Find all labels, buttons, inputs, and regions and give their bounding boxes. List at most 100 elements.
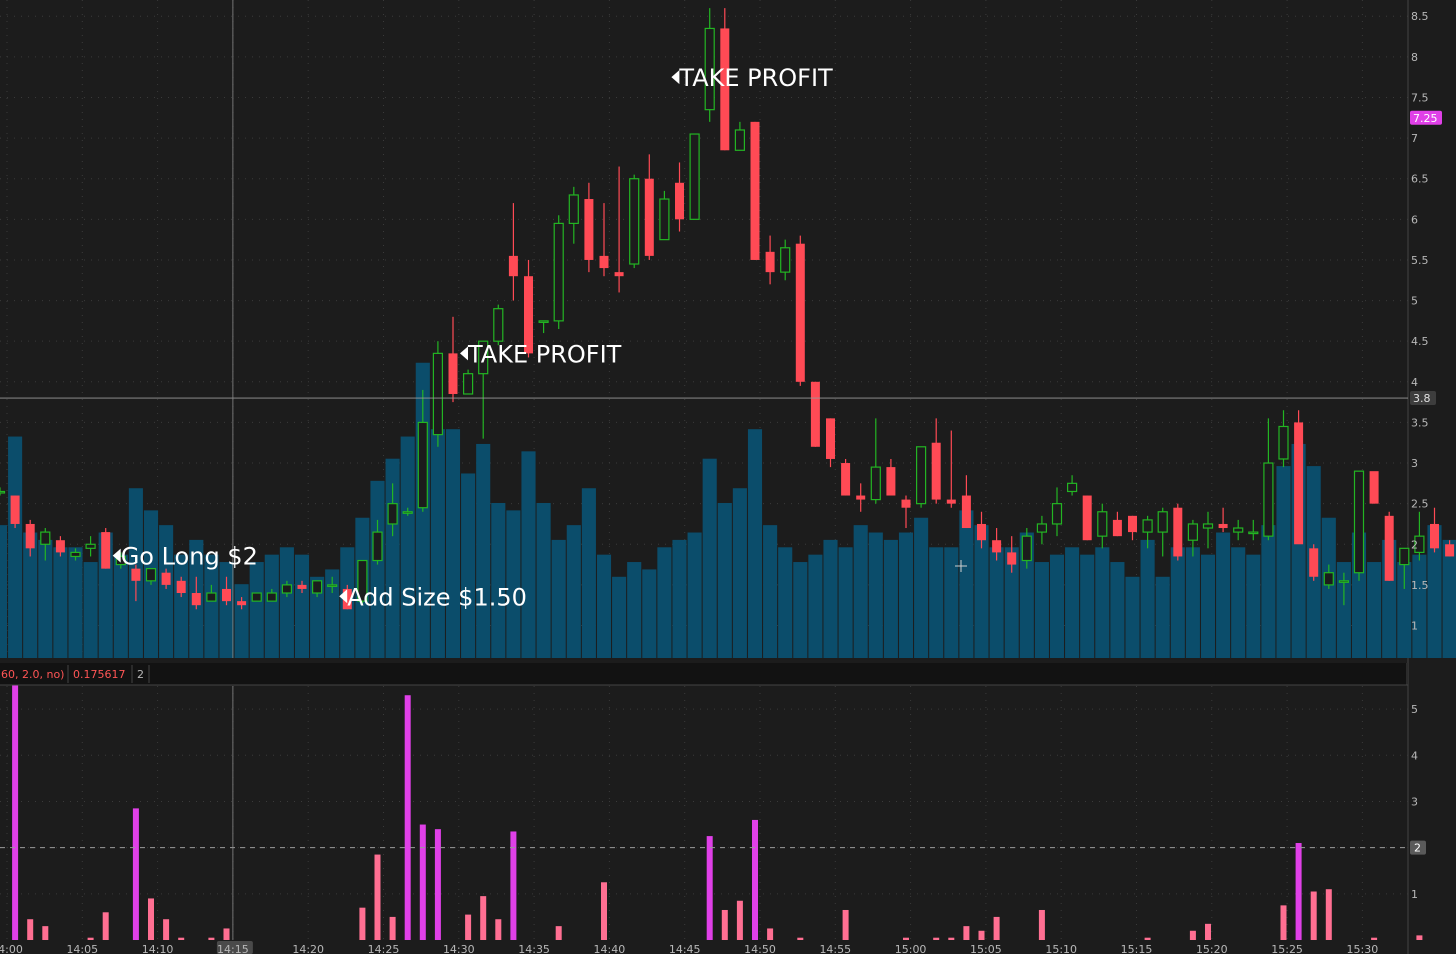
candle-body-down <box>750 121 760 260</box>
candle-body-down <box>342 588 352 610</box>
candle-body-down <box>1445 544 1455 557</box>
candle-body-up <box>538 320 549 323</box>
annotation-label: Go Long $2 <box>121 543 258 571</box>
candle-body-down <box>1128 515 1137 533</box>
candle-body-down <box>644 178 654 256</box>
study-param: 2 <box>137 668 144 681</box>
volume-bar <box>1216 532 1231 658</box>
candle-body-up <box>1233 527 1244 533</box>
price-axis[interactable]: 1 1.5 2 2.5 3 3.5 4 4.5 5 5.5 6 6.5 7 7.5 8 8.5 3.8 7.25 <box>1410 10 1442 633</box>
indicator-bar <box>1416 935 1423 940</box>
indicator-bar <box>1038 909 1045 940</box>
candle-body-up <box>1323 572 1334 586</box>
indicator-bars <box>0 683 1423 940</box>
candle-body-up <box>85 543 96 549</box>
candle-body-up <box>206 592 217 602</box>
candle-body-up <box>115 555 126 566</box>
candle-body-down <box>1384 515 1394 581</box>
volume-bar <box>325 569 340 658</box>
indicator-bar <box>903 937 909 940</box>
price-tick-label: 2 <box>1411 538 1418 551</box>
candle-body-up <box>1097 511 1108 537</box>
study-label: 60, 2.0, no) <box>1 668 64 681</box>
indicator-bar <box>148 898 154 940</box>
price-tick-label: 7.5 <box>1411 91 1429 104</box>
indicator-bar <box>1189 930 1196 940</box>
volume-bar <box>1442 539 1456 658</box>
candle-body-up <box>1278 425 1289 460</box>
time-tick-label: 14:05 <box>66 943 98 954</box>
time-tick-label: 14:35 <box>518 943 550 954</box>
volume-bar <box>159 525 174 658</box>
volume-bar <box>1049 554 1065 658</box>
candle-body-up <box>1021 535 1032 562</box>
volume-bar <box>1034 562 1049 658</box>
volume-bar <box>793 562 808 658</box>
volume-bar <box>310 576 325 658</box>
volume-bar <box>521 451 536 658</box>
candle-body-up <box>463 373 474 395</box>
volume-bar <box>672 539 687 658</box>
indicator-bar <box>1205 923 1211 940</box>
candle-body-up <box>0 490 6 494</box>
time-tick-label: 15:05 <box>970 943 1002 954</box>
volume-bar <box>883 539 898 658</box>
indicator-bar <box>178 937 185 940</box>
volume-bar <box>23 532 38 658</box>
volume-bar <box>400 436 415 658</box>
crosshair <box>0 0 1408 940</box>
time-tick-label: 14:50 <box>744 943 776 954</box>
time-axis[interactable]: 14:00 14:05 14:10 14:15 14:20 14:25 14:30 14:35… <box>0 941 1378 954</box>
indicator-tick-label: 1 <box>1411 888 1418 901</box>
candle-body-up <box>704 27 715 111</box>
volume-bar <box>1065 547 1080 658</box>
indicator-bar <box>706 836 713 940</box>
candle-body-up <box>372 531 383 562</box>
indicator-bar <box>1310 891 1317 940</box>
volume-bar <box>1155 576 1170 658</box>
time-tick-label: 15:00 <box>895 943 927 954</box>
indicator-bar <box>1295 843 1302 940</box>
time-tick-label: 15:15 <box>1121 943 1153 954</box>
candle-body-up <box>417 421 428 509</box>
candle-body-up <box>1414 535 1425 553</box>
indicator-bar <box>374 854 381 940</box>
time-tick-label: 15:20 <box>1196 943 1228 954</box>
volume-bar <box>657 547 672 658</box>
indicator-bar <box>1144 937 1151 940</box>
price-tick-label: 5.5 <box>1411 254 1429 267</box>
price-tick-label: 4 <box>1411 376 1418 389</box>
candle-body-down <box>25 523 35 549</box>
volume-bar <box>868 532 883 658</box>
candle-body-up <box>1338 580 1350 583</box>
candle-body-up <box>734 129 746 151</box>
volume-bar <box>536 502 551 658</box>
volume-bar <box>929 547 944 658</box>
indicator-axis[interactable]: 123452 <box>1410 703 1426 901</box>
volume-bar <box>566 525 581 658</box>
volume-bar <box>732 488 747 658</box>
volume-bar <box>249 562 264 658</box>
candle-body-up <box>251 592 262 602</box>
volume-bar <box>1200 554 1216 658</box>
indicator-bar <box>419 824 426 940</box>
candle-body-down <box>448 353 458 394</box>
volume-bar <box>0 525 8 658</box>
volume-bar <box>370 480 385 658</box>
annotation-label: TAKE PROFIT <box>467 340 622 368</box>
candle-body-down <box>297 584 307 589</box>
candle-body-up <box>478 340 489 375</box>
volume-bar <box>763 525 778 658</box>
candle-body-down <box>977 523 986 541</box>
indicator-bar <box>223 928 230 940</box>
candle-body-down <box>1309 548 1319 577</box>
indicator-bar <box>465 914 472 940</box>
candle-body-down <box>599 255 609 269</box>
candle-body-down <box>101 532 111 569</box>
time-tick-label: 14:25 <box>368 943 400 954</box>
volume-bar <box>989 547 1004 658</box>
candle-body-up <box>266 592 277 602</box>
volume-bar <box>506 510 521 658</box>
